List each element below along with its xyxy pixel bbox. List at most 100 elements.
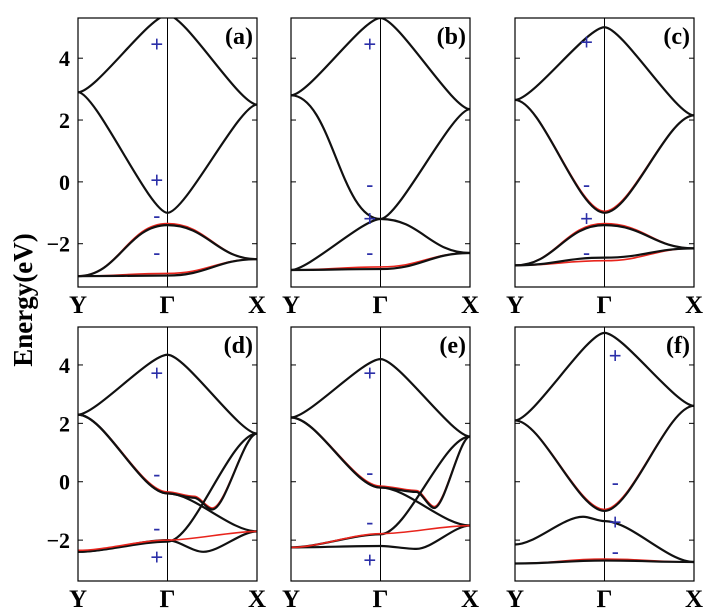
y-tick-label: 4	[59, 46, 70, 71]
symmetry-label: +	[150, 361, 163, 386]
symmetry-label: -	[583, 172, 590, 197]
panel-frame	[77, 17, 258, 288]
panel-label: (d)	[224, 333, 253, 359]
panel-grid: −2 0 2 4 Y Γ X (a) + + - - Y Γ X (b) + - + - Y Γ X (c) + - + - −2 0 2 4…	[46, 17, 703, 613]
panel-frame	[514, 17, 695, 288]
highlight-band-line	[78, 530, 257, 552]
panel-frame	[290, 17, 471, 288]
band-line	[515, 247, 694, 267]
band-line	[78, 530, 257, 553]
plot-area	[291, 18, 470, 287]
symmetry-label: +	[609, 510, 622, 535]
y-tick-label: 4	[59, 353, 70, 378]
x-tick-label: X	[461, 586, 479, 613]
symmetry-label: +	[150, 545, 163, 570]
symmetry-label: +	[363, 548, 376, 573]
panel-2: Y Γ X (b) + - + -	[282, 17, 479, 319]
symmetry-label: -	[612, 539, 619, 564]
band-line	[291, 18, 470, 111]
x-tick-label: Y	[69, 292, 87, 319]
panel-label: (c)	[663, 24, 690, 50]
x-tick-label: X	[685, 292, 703, 319]
panel-label: (a)	[225, 24, 253, 50]
symmetry-label: +	[363, 361, 376, 386]
highlight-band-line	[291, 524, 470, 549]
symmetry-label: -	[612, 470, 619, 495]
x-tick-label: Y	[69, 586, 87, 613]
x-tick-label: X	[461, 292, 479, 319]
panel-label: (b)	[437, 24, 466, 50]
band-line	[515, 331, 694, 422]
x-tick-label: Y	[506, 586, 524, 613]
panel-label: (f)	[666, 333, 690, 359]
x-tick-label: X	[248, 292, 266, 319]
symmetry-label: -	[366, 460, 373, 485]
x-tick-label: Γ	[597, 292, 613, 319]
band-line	[291, 358, 470, 438]
panel-frame	[77, 326, 258, 582]
panel-frame	[290, 326, 471, 582]
y-tick-label: 0	[59, 170, 70, 195]
plot-area	[78, 327, 257, 581]
y-tick-label: −2	[46, 232, 70, 257]
band-line	[291, 108, 470, 272]
symmetry-label: +	[150, 31, 163, 56]
panel-3: Y Γ X (c) + - + -	[506, 17, 703, 319]
band-line	[78, 413, 257, 511]
symmetry-label: -	[153, 240, 160, 265]
plot-area	[78, 18, 257, 287]
symmetry-label: -	[153, 203, 160, 228]
panel-frame	[514, 326, 695, 582]
x-tick-label: Γ	[160, 292, 176, 319]
x-tick-label: Γ	[373, 292, 389, 319]
plot-area	[291, 327, 470, 581]
x-tick-label: Y	[506, 292, 524, 319]
symmetry-label: +	[580, 206, 593, 231]
band-line	[515, 559, 694, 565]
symmetry-label: -	[153, 461, 160, 486]
y-axis-label: Energy(eV)	[8, 233, 38, 366]
symmetry-label: -	[366, 172, 373, 197]
band-line	[78, 91, 257, 214]
plot-area	[515, 327, 694, 581]
panel-1: −2 0 2 4 Y Γ X (a) + + - -	[46, 17, 266, 319]
y-tick-label: 2	[59, 108, 70, 133]
plot-area	[515, 18, 694, 287]
symmetry-label: -	[583, 240, 590, 265]
y-tick-label: 2	[59, 411, 70, 436]
x-tick-label: Y	[282, 586, 300, 613]
y-tick-label: −2	[46, 528, 70, 553]
band-line	[78, 224, 257, 278]
x-tick-label: Y	[282, 292, 300, 319]
x-tick-label: Γ	[597, 586, 613, 613]
symmetry-label: +	[609, 343, 622, 368]
symmetry-label: -	[153, 515, 160, 540]
band-line	[515, 515, 694, 564]
band-line	[515, 224, 694, 267]
symmetry-label: +	[363, 206, 376, 231]
band-line	[291, 251, 470, 272]
panel-6: Y Γ X (f) + - + -	[506, 326, 703, 613]
panel-4: −2 0 2 4 Y Γ X (d) + - - +	[46, 326, 266, 613]
band-line	[78, 258, 257, 278]
x-tick-label: Γ	[373, 586, 389, 613]
band-line	[291, 416, 470, 510]
symmetry-label: +	[150, 167, 163, 192]
symmetry-label: -	[366, 240, 373, 265]
x-tick-label: X	[685, 586, 703, 613]
panel-5: Y Γ X (e) + - - +	[282, 326, 479, 613]
band-line	[78, 18, 257, 106]
y-tick-label: 0	[59, 470, 70, 495]
band-line	[515, 26, 694, 117]
symmetry-label: +	[363, 31, 376, 56]
band-line	[515, 98, 694, 214]
panel-label: (e)	[439, 333, 466, 359]
band-line	[291, 524, 470, 550]
band-line	[78, 353, 257, 435]
symmetry-label: +	[580, 30, 593, 55]
band-line	[291, 94, 470, 255]
x-tick-label: Γ	[160, 586, 176, 613]
symmetry-label: -	[366, 510, 373, 535]
band-line	[515, 404, 694, 513]
